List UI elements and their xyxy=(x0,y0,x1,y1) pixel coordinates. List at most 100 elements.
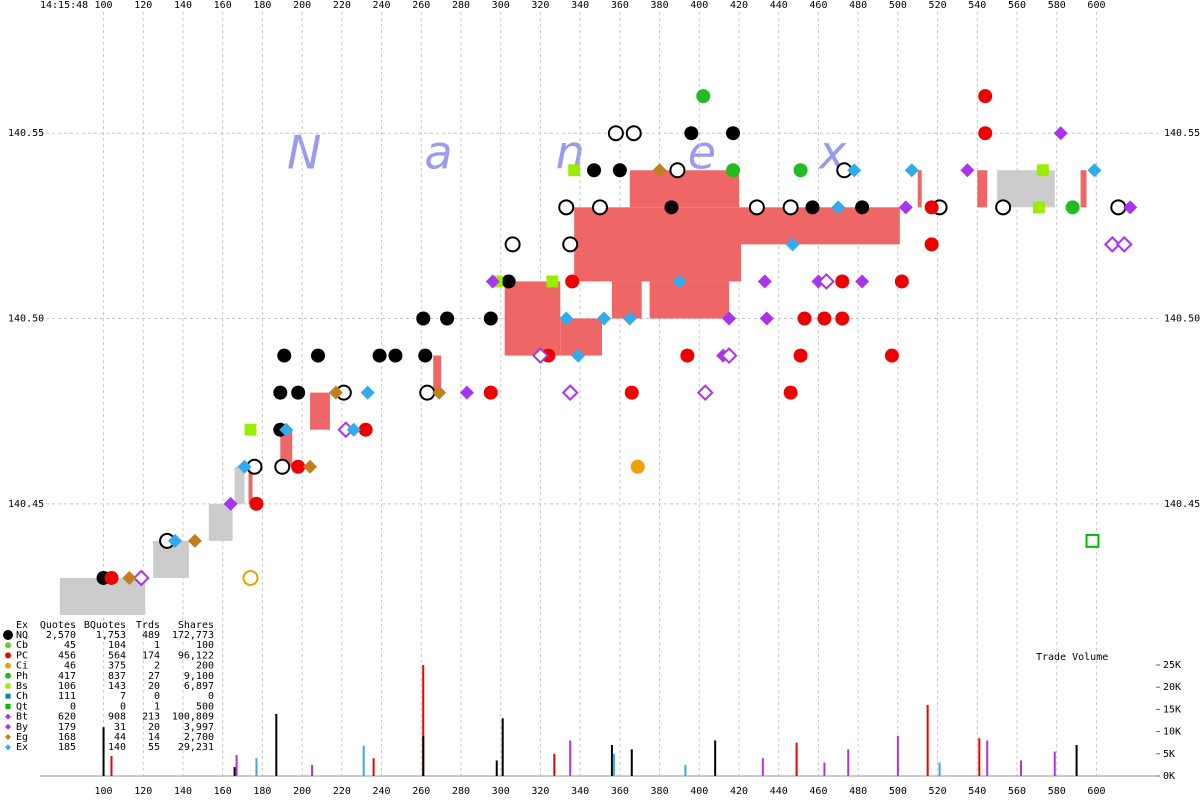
marker xyxy=(817,311,832,326)
marker xyxy=(1065,200,1080,215)
y-tick-label-right: 140.50 xyxy=(1164,314,1200,325)
spread-band xyxy=(740,207,900,245)
marker xyxy=(291,385,306,400)
marker xyxy=(358,422,373,437)
table-cell: 417 xyxy=(58,671,76,682)
x-tick-label: 260 xyxy=(412,786,430,797)
table-cell: Ch xyxy=(16,691,28,702)
marker xyxy=(168,533,183,548)
marks xyxy=(59,89,1138,776)
marker xyxy=(680,348,695,363)
volume-bar xyxy=(110,756,113,776)
volume-bar xyxy=(896,736,899,776)
table-cell: 1,753 xyxy=(96,630,126,641)
marker xyxy=(5,652,11,659)
marker xyxy=(3,630,13,640)
x-tick-label: 440 xyxy=(770,0,788,11)
marker xyxy=(440,311,455,326)
table-cell: 6,897 xyxy=(184,681,214,692)
marker xyxy=(132,569,150,587)
marker xyxy=(748,199,765,216)
x-tick-label: 380 xyxy=(651,0,669,11)
volume-bar xyxy=(553,753,556,776)
marker xyxy=(504,236,521,253)
marker xyxy=(483,311,498,326)
marker xyxy=(5,744,11,751)
table-cell: 20 xyxy=(148,722,160,733)
marker xyxy=(793,348,808,363)
volume-bar xyxy=(823,762,826,776)
table-cell: 44 xyxy=(114,732,126,743)
spread-band xyxy=(977,170,988,208)
table-cell: 55 xyxy=(148,742,160,753)
volume-bar xyxy=(233,767,236,776)
marker xyxy=(277,348,292,363)
spread-band xyxy=(629,170,740,208)
spread-band xyxy=(248,466,253,504)
spread-band xyxy=(208,503,233,541)
x-tick-label: 220 xyxy=(333,0,351,11)
marker xyxy=(607,125,624,142)
spread-band xyxy=(560,318,602,356)
spread-band xyxy=(611,281,642,319)
marker xyxy=(884,348,899,363)
marker xyxy=(568,164,581,177)
table-cell: 46 xyxy=(64,661,76,672)
volume-bar xyxy=(501,718,504,776)
marker xyxy=(1110,199,1127,216)
x-tick-label: 200 xyxy=(293,786,311,797)
x-tick-label: 560 xyxy=(1008,0,1026,11)
marker xyxy=(187,533,202,548)
marker xyxy=(242,569,259,586)
x-tick-label: 480 xyxy=(849,0,867,11)
marker xyxy=(104,570,119,585)
marker xyxy=(1123,200,1138,215)
marker xyxy=(995,199,1012,216)
x-tick-label: 160 xyxy=(214,0,232,11)
x-tick-label: 180 xyxy=(253,0,271,11)
marker xyxy=(328,385,343,400)
marker xyxy=(960,163,975,178)
marker xyxy=(696,384,714,402)
marker xyxy=(757,274,772,289)
volume-bar xyxy=(630,749,633,776)
spread-band xyxy=(917,170,922,208)
marker xyxy=(652,163,667,178)
y-tick-label: 20K xyxy=(1163,682,1181,693)
marker xyxy=(1053,126,1068,141)
marker xyxy=(5,713,11,720)
table-cell: 375 xyxy=(108,661,126,672)
marker xyxy=(416,311,431,326)
table-cell: 140 xyxy=(108,742,126,753)
table-cell: 185 xyxy=(58,742,76,753)
marker xyxy=(664,200,679,215)
spread-band xyxy=(280,429,293,467)
volume-bar xyxy=(761,758,764,776)
marker xyxy=(558,199,575,216)
marker xyxy=(223,496,238,511)
x-tick-label: 140 xyxy=(174,0,192,11)
x-tick-label: 300 xyxy=(492,786,510,797)
marker xyxy=(625,125,642,142)
table-header: Ex xyxy=(16,620,28,631)
x-tick-label: 520 xyxy=(929,0,947,11)
marker xyxy=(1103,235,1121,253)
marker xyxy=(835,274,850,289)
x-tick-label: 580 xyxy=(1048,0,1066,11)
x-tick-label: 140 xyxy=(174,786,192,797)
volume-bar xyxy=(569,740,572,776)
x-tick-label: 100 xyxy=(95,0,113,11)
marker xyxy=(805,200,820,215)
marker xyxy=(785,237,800,252)
x-tick-label: 460 xyxy=(809,0,827,11)
volume-bar xyxy=(1075,744,1078,776)
marker xyxy=(485,274,500,289)
marker xyxy=(726,163,741,178)
x-tick-label: 100 xyxy=(95,786,113,797)
marker xyxy=(5,693,11,699)
table-cell: 29,231 xyxy=(178,742,214,753)
table-cell: Ci xyxy=(16,661,28,672)
x-tick-label: 580 xyxy=(1048,786,1066,797)
marker xyxy=(5,683,11,689)
marker xyxy=(1032,201,1045,214)
